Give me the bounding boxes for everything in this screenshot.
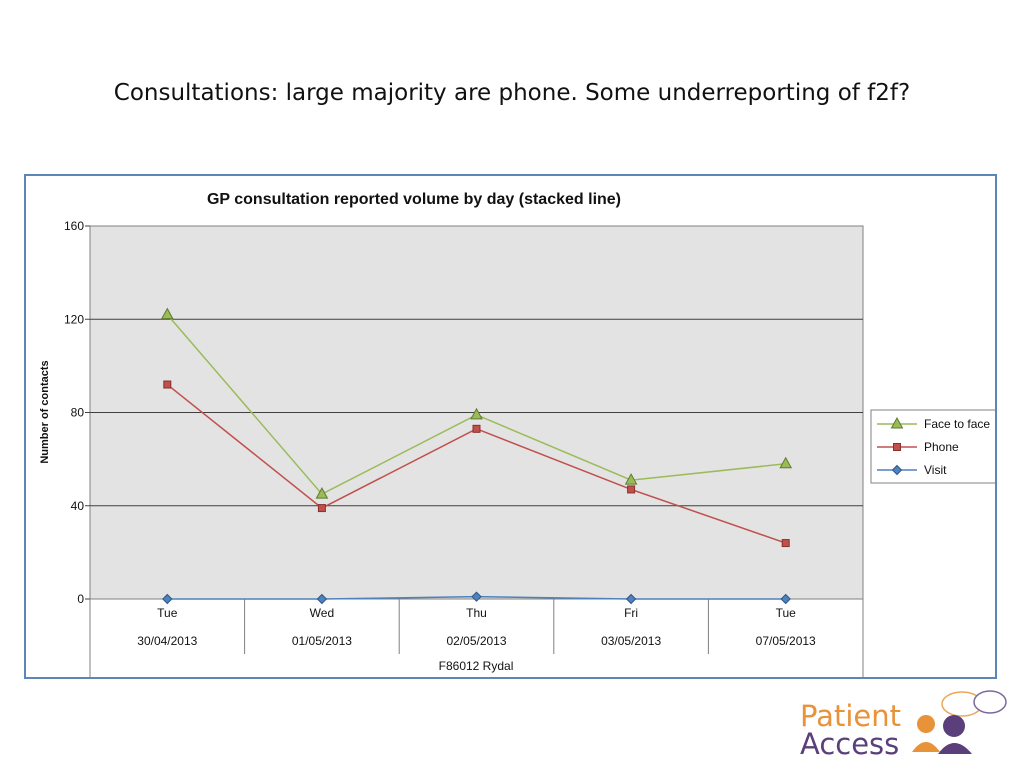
patient-access-logo: Patient Access — [800, 690, 1010, 760]
y-tick-label: 0 — [77, 592, 84, 606]
data-point-face-to-face — [779, 456, 793, 469]
slide-title: Consultations: large majority are phone.… — [113, 80, 911, 106]
category-day-label: Wed — [310, 606, 334, 620]
data-point-visit — [780, 593, 791, 605]
data-point-visit — [625, 593, 637, 605]
x-axis-label: F86012 Rydal — [439, 659, 514, 673]
series-layer — [160, 307, 793, 605]
data-point-phone — [627, 485, 636, 494]
data-point-visit — [316, 593, 328, 605]
chart-frame: GP consultation reported volume by day (… — [24, 174, 997, 679]
data-point-visit — [471, 591, 482, 602]
data-point-visit — [162, 593, 173, 605]
legend-marker-visit — [891, 464, 903, 476]
y-tick-label: 120 — [64, 312, 84, 326]
logo-word-patient: Patient — [800, 699, 901, 733]
legend-marker-face-to-face — [890, 416, 904, 429]
logo-people-icon — [912, 690, 1007, 754]
data-point-phone — [781, 539, 790, 548]
category-date-label: 07/05/2013 — [756, 634, 816, 648]
data-point-face-to-face — [315, 487, 329, 499]
logo-word-access: Access — [800, 727, 900, 761]
legend-marker-phone — [893, 443, 901, 451]
category-day-label: Thu — [466, 606, 487, 620]
legend: Face to face Phone Visit — [870, 409, 995, 484]
data-point-phone — [317, 504, 326, 513]
category-day-label: Tue — [776, 606, 797, 620]
chart-title: GP consultation reported volume by day (… — [207, 191, 621, 208]
y-tick-label: 80 — [71, 406, 85, 420]
chart: GP consultation reported volume by day (… — [39, 191, 995, 677]
data-point-face-to-face — [470, 407, 483, 420]
category-axis: Tue 30/04/2013 Wed 01/05/2013 Thu 02/05/2013 F… — [89, 599, 864, 677]
y-axis-label: Number of contacts — [39, 360, 51, 463]
category-day-label: Tue — [157, 606, 178, 620]
category-date-label: 01/05/2013 — [292, 634, 352, 648]
data-point-face-to-face — [160, 307, 174, 320]
data-point-phone — [472, 424, 481, 433]
legend-label-visit: Visit — [924, 463, 947, 477]
category-date-label: 30/04/2013 — [137, 634, 197, 648]
category-date-label: 03/05/2013 — [601, 634, 661, 648]
legend-label-phone: Phone — [924, 440, 959, 454]
y-tick-labels: 0 40 80 120 160 — [64, 219, 84, 606]
y-tick-label: 160 — [64, 219, 84, 233]
data-point-face-to-face — [624, 473, 638, 485]
category-day-label: Fri — [624, 606, 638, 620]
y-tick-label: 40 — [71, 499, 85, 513]
data-point-phone — [163, 380, 172, 389]
legend-label-face-to-face: Face to face — [924, 417, 990, 431]
category-date-label: 02/05/2013 — [446, 634, 506, 648]
